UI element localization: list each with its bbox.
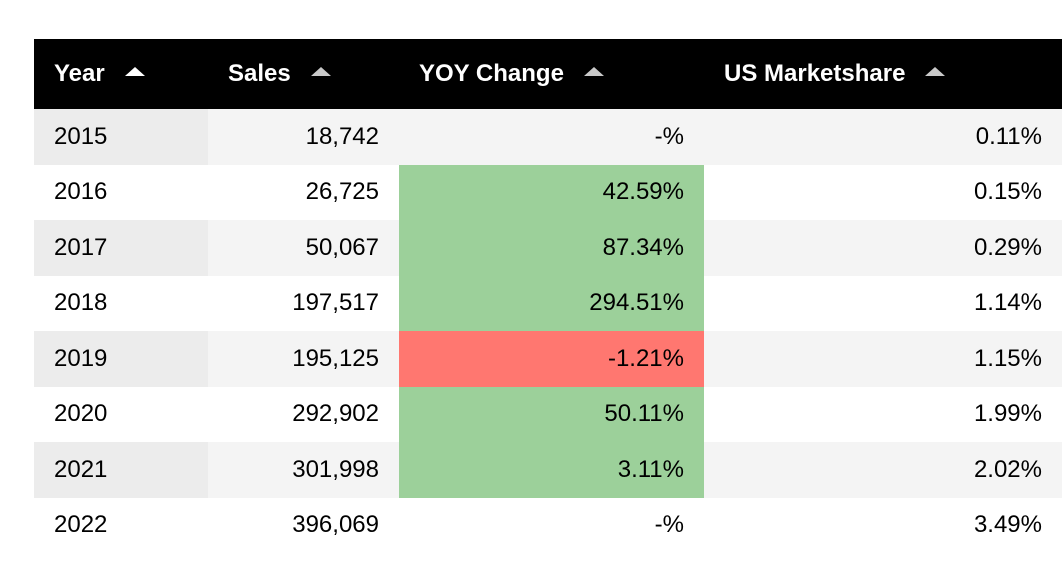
- sales-table: Year Sales YOY Change US Marketshare 201…: [34, 39, 1062, 553]
- sales-cell: 50,067: [208, 220, 399, 276]
- column-header-us-marketshare-label: US Marketshare: [724, 60, 906, 87]
- table-row: 2022 396,069 -% 3.49%: [34, 497, 1062, 553]
- yoy-change-cell: -1.21%: [399, 331, 704, 387]
- yoy-change-cell: 87.34%: [399, 220, 704, 276]
- column-header-sales-label: Sales: [228, 60, 291, 87]
- column-header-yoy-change-label: YOY Change: [419, 60, 564, 87]
- sales-cell: 396,069: [208, 497, 399, 553]
- us-marketshare-cell: 1.99%: [704, 386, 1062, 442]
- sales-table-container: Year Sales YOY Change US Marketshare 201…: [34, 39, 1062, 553]
- yoy-change-cell: -%: [399, 109, 704, 165]
- us-marketshare-cell: 1.14%: [704, 275, 1062, 331]
- table-row: 2021 301,998 3.11% 2.02%: [34, 442, 1062, 498]
- us-marketshare-cell: 2.02%: [704, 442, 1062, 498]
- column-header-yoy-change[interactable]: YOY Change: [399, 39, 704, 109]
- sales-cell: 197,517: [208, 275, 399, 331]
- year-cell: 2019: [34, 331, 208, 387]
- year-cell: 2020: [34, 386, 208, 442]
- year-cell: 2016: [34, 164, 208, 220]
- year-cell: 2022: [34, 497, 208, 553]
- yoy-change-cell: -%: [399, 497, 704, 553]
- us-marketshare-cell: 0.11%: [704, 109, 1062, 165]
- table-header: Year Sales YOY Change US Marketshare: [34, 39, 1062, 109]
- column-header-year[interactable]: Year: [34, 39, 208, 109]
- yoy-change-cell: 50.11%: [399, 386, 704, 442]
- column-header-sales[interactable]: Sales: [208, 39, 399, 109]
- column-header-year-label: Year: [54, 60, 105, 87]
- table-row: 2019 195,125 -1.21% 1.15%: [34, 331, 1062, 387]
- table-row: 2020 292,902 50.11% 1.99%: [34, 386, 1062, 442]
- sales-cell: 18,742: [208, 109, 399, 165]
- sales-cell: 301,998: [208, 442, 399, 498]
- us-marketshare-cell: 0.29%: [704, 220, 1062, 276]
- header-row: Year Sales YOY Change US Marketshare: [34, 39, 1062, 109]
- year-cell: 2021: [34, 442, 208, 498]
- table-row: 2016 26,725 42.59% 0.15%: [34, 164, 1062, 220]
- table-body: 2015 18,742 -% 0.11% 2016 26,725 42.59% 0.15% 20…: [34, 109, 1062, 553]
- table-row: 2017 50,067 87.34% 0.29%: [34, 220, 1062, 276]
- sales-cell: 292,902: [208, 386, 399, 442]
- column-header-us-marketshare[interactable]: US Marketshare: [704, 39, 1062, 109]
- year-cell: 2018: [34, 275, 208, 331]
- yoy-change-cell: 42.59%: [399, 164, 704, 220]
- sales-cell: 195,125: [208, 331, 399, 387]
- yoy-change-cell: 3.11%: [399, 442, 704, 498]
- sort-ascending-icon: [124, 67, 145, 76]
- year-cell: 2017: [34, 220, 208, 276]
- sort-ascending-icon: [583, 67, 604, 76]
- us-marketshare-cell: 3.49%: [704, 497, 1062, 553]
- sort-ascending-icon: [310, 67, 331, 76]
- table-row: 2015 18,742 -% 0.11%: [34, 109, 1062, 165]
- year-cell: 2015: [34, 109, 208, 165]
- sort-ascending-icon: [925, 67, 946, 76]
- table-row: 2018 197,517 294.51% 1.14%: [34, 275, 1062, 331]
- us-marketshare-cell: 0.15%: [704, 164, 1062, 220]
- us-marketshare-cell: 1.15%: [704, 331, 1062, 387]
- sales-cell: 26,725: [208, 164, 399, 220]
- yoy-change-cell: 294.51%: [399, 275, 704, 331]
